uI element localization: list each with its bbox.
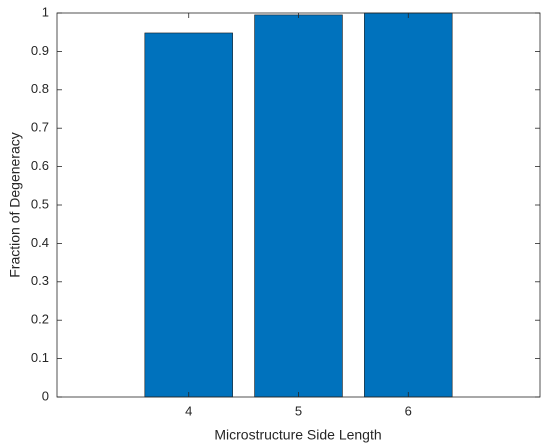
y-tick-label: 0.6 xyxy=(31,158,49,173)
bar xyxy=(144,32,233,398)
x-tick-label: 5 xyxy=(295,403,302,418)
y-tick-label: 0 xyxy=(42,388,49,403)
x-tick-label: 6 xyxy=(405,403,412,418)
bar xyxy=(254,14,343,398)
x-axis-label: Microstructure Side Length xyxy=(214,427,381,443)
bar xyxy=(364,12,453,398)
y-tick-label: 0.5 xyxy=(31,196,49,211)
y-tick-label: 0.4 xyxy=(31,235,49,250)
y-tick-label: 0.1 xyxy=(31,350,49,365)
y-axis-label: Fraction of Degeneracy xyxy=(7,132,23,278)
y-tick-label: 0.8 xyxy=(31,81,49,96)
y-tick-label: 0.9 xyxy=(31,43,49,58)
y-tick-label: 1 xyxy=(42,4,49,19)
y-tick-label: 0.3 xyxy=(31,273,49,288)
y-tick-label: 0.7 xyxy=(31,120,49,135)
x-tick-label: 4 xyxy=(185,403,192,418)
y-tick-label: 0.2 xyxy=(31,312,49,327)
